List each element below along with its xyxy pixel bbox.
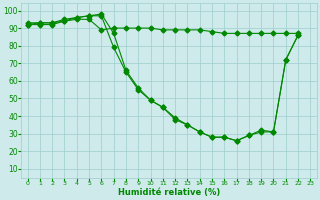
X-axis label: Humidité relative (%): Humidité relative (%) [118, 188, 220, 197]
